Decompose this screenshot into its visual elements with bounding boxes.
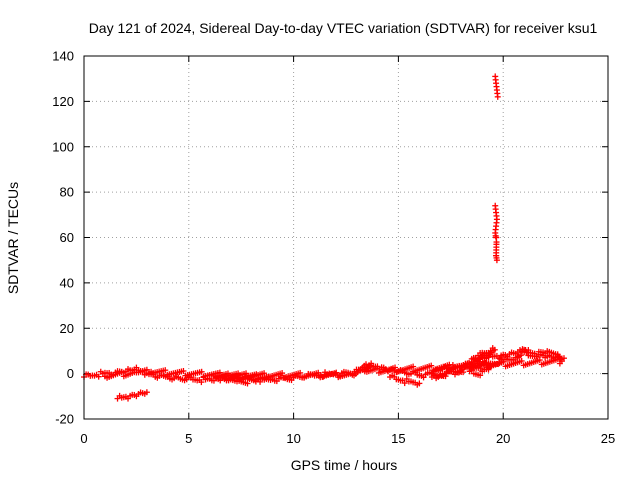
data-point: [477, 372, 484, 379]
plot-frame: [83, 55, 609, 420]
data-point: [143, 389, 150, 396]
data-point: [120, 373, 127, 380]
data-point: [420, 374, 427, 381]
x-tick-label: 5: [185, 431, 192, 446]
data-point: [448, 366, 455, 373]
data-point: [484, 364, 491, 371]
x-axis-label: GPS time / hours: [291, 457, 398, 473]
data-point: [538, 361, 545, 368]
data-point: [556, 360, 563, 367]
data-point: [477, 365, 484, 372]
data-point: [394, 368, 401, 375]
x-tick-label: 15: [391, 431, 405, 446]
data-point: [200, 373, 207, 380]
data-point: [493, 257, 500, 264]
y-tick-label: 0: [67, 366, 74, 381]
x-tick-label: 20: [496, 431, 510, 446]
x-tick-label: 0: [80, 431, 87, 446]
data-point: [364, 364, 371, 371]
y-tick-label: 140: [52, 49, 74, 64]
data-point: [401, 380, 408, 387]
data-point: [502, 363, 509, 370]
data-point: [244, 380, 251, 387]
y-tick-label: 60: [60, 230, 74, 245]
data-point: [412, 368, 419, 375]
data-point: [317, 374, 324, 381]
data-point: [164, 371, 171, 378]
grid-lines: [84, 56, 608, 419]
data-point: [255, 375, 262, 382]
x-tick-label: 25: [601, 431, 615, 446]
chart-title: Day 121 of 2024, Sidereal Day-to-day VTE…: [89, 20, 598, 36]
data-point: [217, 377, 224, 384]
data-points: [81, 73, 567, 402]
data-point: [517, 352, 524, 359]
axis-ticks: 0 5 10 15 20 25 -20 0 20 40 60 80 100 120 140: [52, 49, 615, 447]
y-tick-label: 120: [52, 94, 74, 109]
data-point: [533, 353, 540, 360]
data-point: [523, 349, 530, 356]
y-axis-label: SDTVAR / TECUs: [5, 182, 21, 294]
data-point: [460, 369, 467, 376]
data-point: [483, 354, 490, 361]
data-point: [299, 374, 306, 381]
data-point: [442, 373, 449, 380]
data-point: [466, 365, 473, 372]
x-tick-label: 10: [286, 431, 300, 446]
data-point: [182, 372, 189, 379]
y-tick-label: 100: [52, 139, 74, 154]
data-point: [494, 93, 501, 100]
y-tick-label: 80: [60, 185, 74, 200]
data-point: [237, 375, 244, 382]
data-point: [416, 380, 423, 387]
data-point: [375, 369, 382, 376]
data-point: [101, 373, 108, 380]
data-point: [520, 362, 527, 369]
y-tick-label: 40: [60, 275, 74, 290]
y-tick-label: 20: [60, 321, 74, 336]
data-point: [95, 373, 102, 380]
data-point: [218, 374, 225, 381]
y-tick-label: -20: [55, 412, 74, 427]
data-point: [281, 374, 288, 381]
data-point: [198, 379, 205, 386]
data-point: [335, 374, 342, 381]
data-point: [145, 371, 152, 378]
data-point: [430, 367, 437, 374]
